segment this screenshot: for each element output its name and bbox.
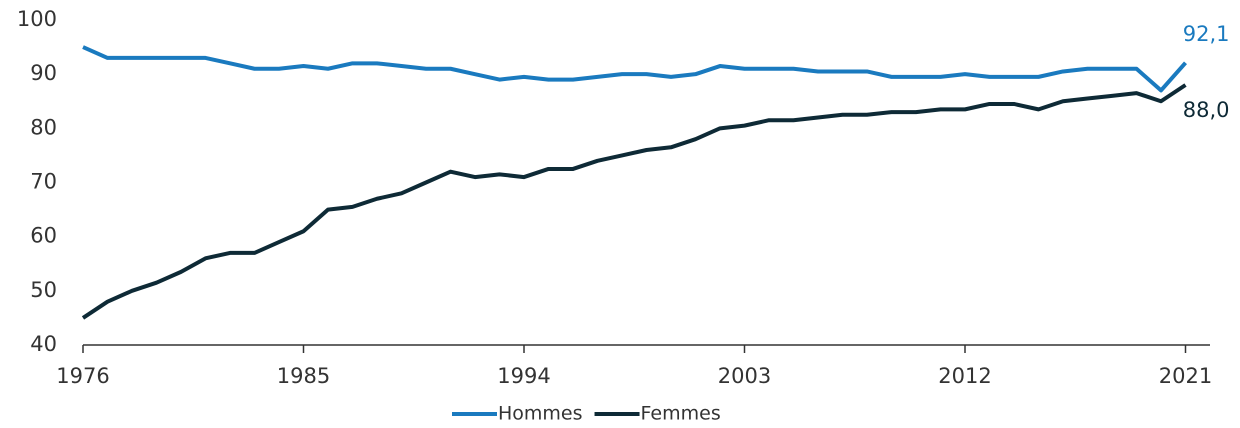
y-tick-label: 40: [30, 332, 57, 356]
y-tick-label: 50: [30, 278, 57, 302]
end-label: 88,0: [1183, 98, 1230, 122]
y-tick-label: 70: [30, 170, 57, 194]
x-tick-label: 1976: [56, 364, 109, 388]
legend-label: Femmes: [641, 403, 721, 425]
y-tick-label: 80: [30, 115, 57, 139]
x-tick-label: 1985: [277, 364, 330, 388]
x-tick-label: 2021: [1159, 364, 1212, 388]
line-series: [81, 83, 1187, 320]
end-label: 92,1: [1183, 22, 1230, 46]
y-tick-label: 100: [17, 7, 57, 31]
y-tick-label: 90: [30, 61, 57, 85]
x-tick-label: 2012: [938, 364, 991, 388]
x-tick-label: 1994: [497, 364, 550, 388]
legend-label: Hommes: [498, 403, 583, 425]
y-tick-label: 60: [30, 224, 57, 248]
x-tick-label: 2003: [718, 364, 771, 388]
line-series: [82, 45, 1187, 93]
